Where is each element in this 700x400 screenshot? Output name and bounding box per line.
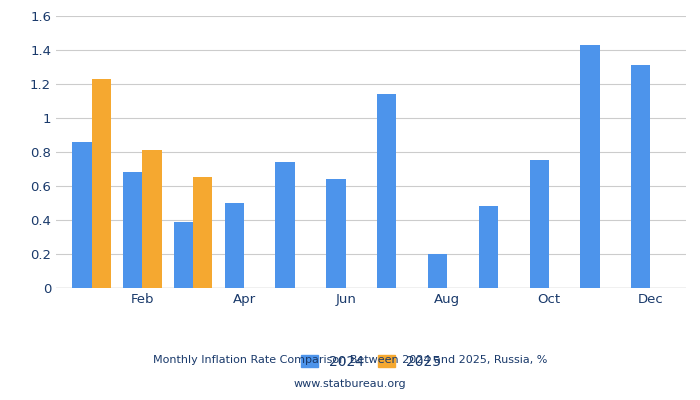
Bar bbox=[193, 178, 213, 288]
Bar bbox=[326, 179, 346, 288]
Bar bbox=[72, 142, 92, 288]
Bar bbox=[276, 162, 295, 288]
Text: Monthly Inflation Rate Comparison Between 2024 and 2025, Russia, %: Monthly Inflation Rate Comparison Betwee… bbox=[153, 355, 547, 365]
Bar bbox=[428, 254, 447, 288]
Bar bbox=[479, 206, 498, 288]
Bar bbox=[631, 65, 650, 288]
Bar bbox=[529, 160, 549, 288]
Bar bbox=[142, 150, 162, 288]
Legend: 2024, 2025: 2024, 2025 bbox=[295, 349, 447, 374]
Bar bbox=[225, 203, 244, 288]
Bar bbox=[377, 94, 396, 288]
Bar bbox=[580, 45, 600, 288]
Text: www.statbureau.org: www.statbureau.org bbox=[294, 379, 406, 389]
Bar bbox=[174, 222, 193, 288]
Bar bbox=[123, 172, 142, 288]
Bar bbox=[92, 79, 111, 288]
